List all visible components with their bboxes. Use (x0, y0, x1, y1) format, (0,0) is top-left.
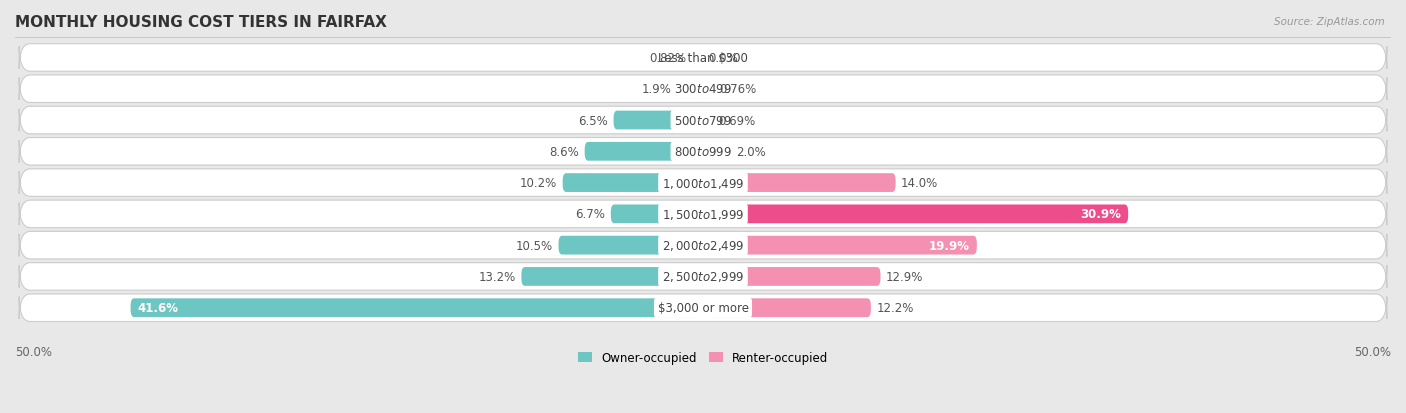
Text: $500 to $799: $500 to $799 (673, 114, 733, 127)
FancyBboxPatch shape (20, 107, 1386, 135)
FancyBboxPatch shape (703, 267, 880, 286)
FancyBboxPatch shape (20, 263, 1386, 290)
Text: $1,500 to $1,999: $1,500 to $1,999 (662, 207, 744, 221)
Text: 8.6%: 8.6% (550, 145, 579, 159)
FancyBboxPatch shape (20, 76, 1386, 103)
Text: 50.0%: 50.0% (15, 345, 52, 358)
Text: 10.5%: 10.5% (516, 239, 553, 252)
Text: 19.9%: 19.9% (929, 239, 970, 252)
Text: 0.0%: 0.0% (709, 52, 738, 65)
FancyBboxPatch shape (692, 49, 703, 68)
Text: $300 to $499: $300 to $499 (673, 83, 733, 96)
Text: $1,000 to $1,499: $1,000 to $1,499 (662, 176, 744, 190)
Text: 14.0%: 14.0% (901, 177, 938, 190)
FancyBboxPatch shape (703, 236, 977, 255)
Text: Less than $300: Less than $300 (658, 52, 748, 65)
FancyBboxPatch shape (703, 174, 896, 192)
Text: 12.2%: 12.2% (876, 301, 914, 314)
Text: 0.69%: 0.69% (718, 114, 755, 127)
FancyBboxPatch shape (676, 80, 703, 99)
FancyBboxPatch shape (558, 236, 703, 255)
FancyBboxPatch shape (610, 205, 703, 224)
FancyBboxPatch shape (585, 142, 703, 161)
Text: 41.6%: 41.6% (138, 301, 179, 314)
Text: $3,000 or more: $3,000 or more (658, 301, 748, 314)
Text: 12.9%: 12.9% (886, 270, 924, 283)
FancyBboxPatch shape (20, 201, 1386, 228)
FancyBboxPatch shape (703, 80, 713, 99)
Text: 30.9%: 30.9% (1080, 208, 1122, 221)
FancyBboxPatch shape (20, 138, 1386, 166)
FancyBboxPatch shape (20, 169, 1386, 197)
Legend: Owner-occupied, Renter-occupied: Owner-occupied, Renter-occupied (572, 347, 834, 369)
FancyBboxPatch shape (20, 45, 1386, 72)
FancyBboxPatch shape (562, 174, 703, 192)
FancyBboxPatch shape (131, 299, 703, 317)
FancyBboxPatch shape (703, 299, 870, 317)
FancyBboxPatch shape (20, 294, 1386, 322)
Text: 1.9%: 1.9% (641, 83, 671, 96)
Text: 0.76%: 0.76% (718, 83, 756, 96)
Text: $2,000 to $2,499: $2,000 to $2,499 (662, 239, 744, 252)
Text: 6.7%: 6.7% (575, 208, 606, 221)
Text: 10.2%: 10.2% (520, 177, 557, 190)
Text: 50.0%: 50.0% (1354, 345, 1391, 358)
Text: $800 to $999: $800 to $999 (673, 145, 733, 159)
Text: 2.0%: 2.0% (735, 145, 766, 159)
Text: Source: ZipAtlas.com: Source: ZipAtlas.com (1274, 17, 1385, 26)
Text: 13.2%: 13.2% (478, 270, 516, 283)
FancyBboxPatch shape (613, 112, 703, 130)
FancyBboxPatch shape (20, 232, 1386, 259)
FancyBboxPatch shape (703, 112, 713, 130)
FancyBboxPatch shape (703, 142, 731, 161)
Text: $2,500 to $2,999: $2,500 to $2,999 (662, 270, 744, 284)
Text: MONTHLY HOUSING COST TIERS IN FAIRFAX: MONTHLY HOUSING COST TIERS IN FAIRFAX (15, 15, 387, 30)
FancyBboxPatch shape (522, 267, 703, 286)
Text: 0.82%: 0.82% (650, 52, 686, 65)
FancyBboxPatch shape (703, 205, 1128, 224)
Text: 6.5%: 6.5% (578, 114, 607, 127)
